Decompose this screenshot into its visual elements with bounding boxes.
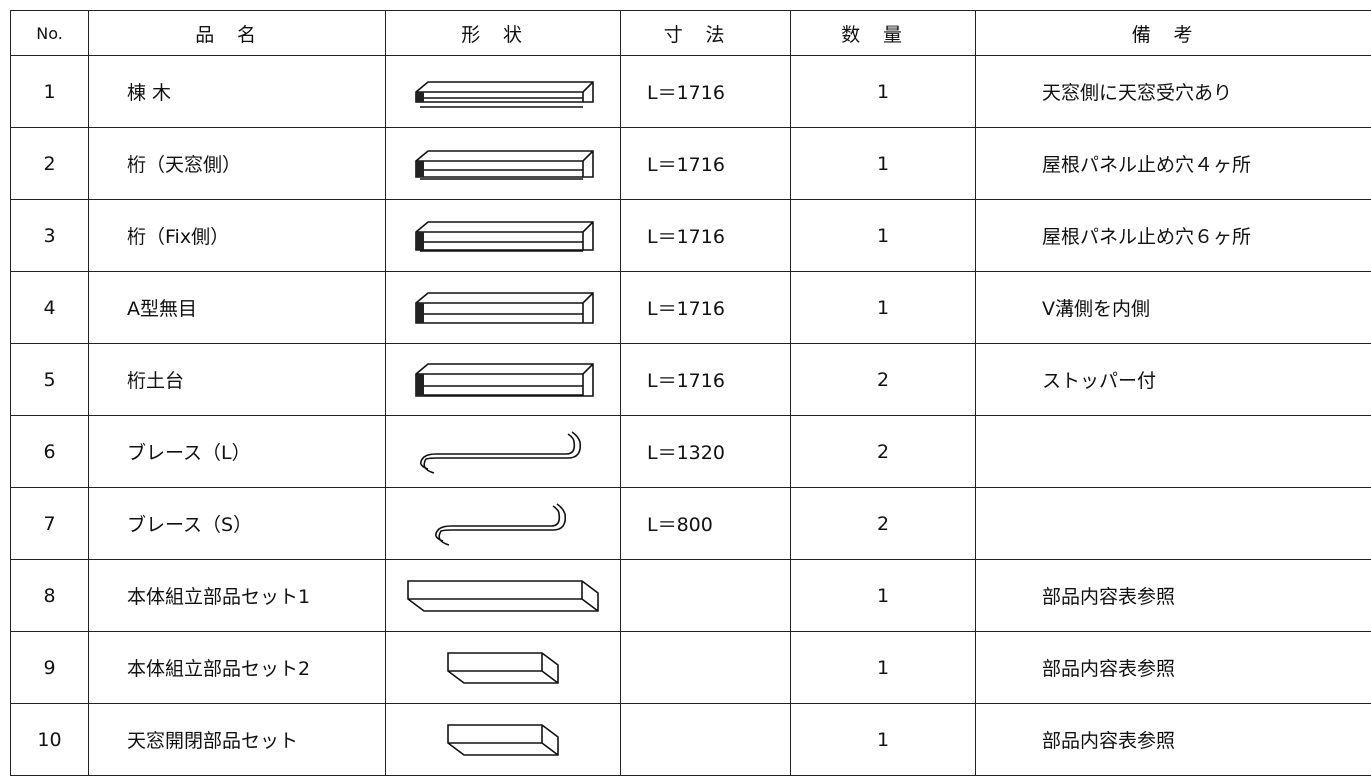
header-cell: 形状 — [385, 10, 621, 56]
dimension: L＝1716 — [620, 55, 791, 128]
table-row: 10 天窓開閉部品セット 1 部品内容表参照 — [10, 703, 1371, 776]
row-number: 3 — [10, 199, 89, 272]
quantity: 1 — [790, 55, 976, 128]
row-number: 5 — [10, 343, 89, 416]
part-name: ブレース（L） — [88, 415, 386, 488]
row-number: 7 — [10, 487, 89, 560]
remark: 部品内容表参照 — [975, 559, 1371, 632]
remark: 天窓側に天窓受穴あり — [975, 55, 1371, 128]
part-name: 桁（Fix側） — [88, 199, 386, 272]
dimension: L＝1716 — [620, 199, 791, 272]
part-name: 桁土台 — [88, 343, 386, 416]
table-row: 9 本体組立部品セット2 1 部品内容表参照 — [10, 631, 1371, 704]
dimension: L＝1716 — [620, 343, 791, 416]
table-row: 2 桁（天窓側） L＝1716 1 屋根パネル止め穴４ヶ所 — [10, 127, 1371, 200]
shape-icon — [415, 220, 594, 252]
header-cell: 品名 — [88, 10, 386, 56]
remark: ストッパー付 — [975, 343, 1371, 416]
row-number: 9 — [10, 631, 89, 704]
quantity: 1 — [790, 271, 976, 344]
remark: 屋根パネル止め穴４ヶ所 — [975, 127, 1371, 200]
row-number: 10 — [10, 703, 89, 776]
table-row: 6 ブレース（L） L＝1320 2 — [10, 415, 1371, 488]
quantity: 1 — [790, 127, 976, 200]
dimension — [620, 559, 791, 632]
header-row: No. 品名 形状 寸法 数量 備考 — [10, 10, 1371, 56]
dimension: L＝1716 — [620, 127, 791, 200]
part-name: 本体組立部品セット2 — [88, 631, 386, 704]
part-shape — [385, 559, 621, 632]
shape-icon — [415, 362, 594, 397]
quantity: 1 — [790, 199, 976, 272]
part-shape — [385, 631, 621, 704]
dimension — [620, 703, 791, 776]
shape-icon — [435, 502, 567, 546]
shape-icon — [420, 430, 582, 474]
part-shape — [385, 703, 621, 776]
part-name: 本体組立部品セット1 — [88, 559, 386, 632]
part-name: A型無目 — [88, 271, 386, 344]
row-number: 8 — [10, 559, 89, 632]
remark: 部品内容表参照 — [975, 631, 1371, 704]
part-name: 棟 木 — [88, 55, 386, 128]
row-number: 1 — [10, 55, 89, 128]
remark: 部品内容表参照 — [975, 703, 1371, 776]
header-cell: No. — [10, 10, 89, 56]
part-name: 天窓開閉部品セット — [88, 703, 386, 776]
quantity: 2 — [790, 487, 976, 560]
remark: 屋根パネル止め穴６ヶ所 — [975, 199, 1371, 272]
table-row: 7 ブレース（S） L＝800 2 — [10, 487, 1371, 560]
remark — [975, 415, 1371, 488]
header-cell: 備考 — [975, 10, 1371, 56]
shape-icon — [447, 651, 559, 684]
dimension: L＝1716 — [620, 271, 791, 344]
dimension — [620, 631, 791, 704]
part-shape — [385, 487, 621, 560]
header-cell: 寸法 — [620, 10, 791, 56]
dimension: L＝800 — [620, 487, 791, 560]
header-cell: 数量 — [790, 10, 976, 56]
part-name: ブレース（S） — [88, 487, 386, 560]
part-shape — [385, 127, 621, 200]
remark — [975, 487, 1371, 560]
row-number: 2 — [10, 127, 89, 200]
row-number: 6 — [10, 415, 89, 488]
part-shape — [385, 343, 621, 416]
shape-icon — [415, 80, 594, 108]
shape-icon — [415, 149, 594, 180]
dimension: L＝1320 — [620, 415, 791, 488]
part-shape — [385, 55, 621, 128]
shape-icon — [407, 579, 599, 612]
quantity: 1 — [790, 631, 976, 704]
quantity: 2 — [790, 343, 976, 416]
quantity: 2 — [790, 415, 976, 488]
table-row: 8 本体組立部品セット1 1 部品内容表参照 — [10, 559, 1371, 632]
part-shape — [385, 199, 621, 272]
part-name: 桁（天窓側） — [88, 127, 386, 200]
part-shape — [385, 415, 621, 488]
part-shape — [385, 271, 621, 344]
shape-icon — [447, 723, 559, 756]
remark: V溝側を内側 — [975, 271, 1371, 344]
quantity: 1 — [790, 559, 976, 632]
table-row: 5 桁土台 L＝1716 2 ストッパー付 — [10, 343, 1371, 416]
table-row: 4 A型無目 L＝1716 1 V溝側を内側 — [10, 271, 1371, 344]
table-row: 3 桁（Fix側） L＝1716 1 屋根パネル止め穴６ヶ所 — [10, 199, 1371, 272]
row-number: 4 — [10, 271, 89, 344]
quantity: 1 — [790, 703, 976, 776]
shape-icon — [415, 291, 594, 324]
